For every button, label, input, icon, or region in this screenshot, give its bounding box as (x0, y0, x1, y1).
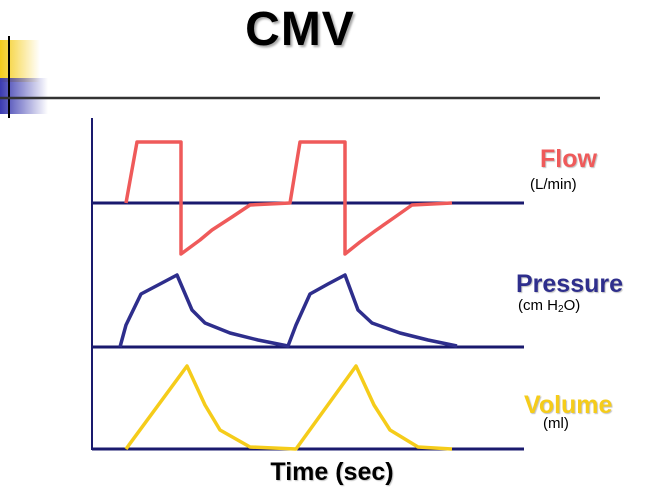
pressure-waveform (118, 273, 458, 348)
flow-unit: (L/min) (530, 176, 577, 193)
deco-yellow-block (0, 40, 40, 82)
volume-label: Volume (524, 391, 613, 419)
flow-label: Flow (540, 145, 597, 173)
flow-waveform (124, 140, 453, 256)
volume-waveform (124, 364, 453, 451)
pressure-unit: (cm H2O) (518, 297, 581, 315)
volume-unit: (ml) (543, 415, 569, 432)
pressure-label: Pressure (516, 270, 624, 298)
x-axis-label: Time (sec) (270, 458, 394, 486)
slide-title: CMV (245, 3, 355, 56)
